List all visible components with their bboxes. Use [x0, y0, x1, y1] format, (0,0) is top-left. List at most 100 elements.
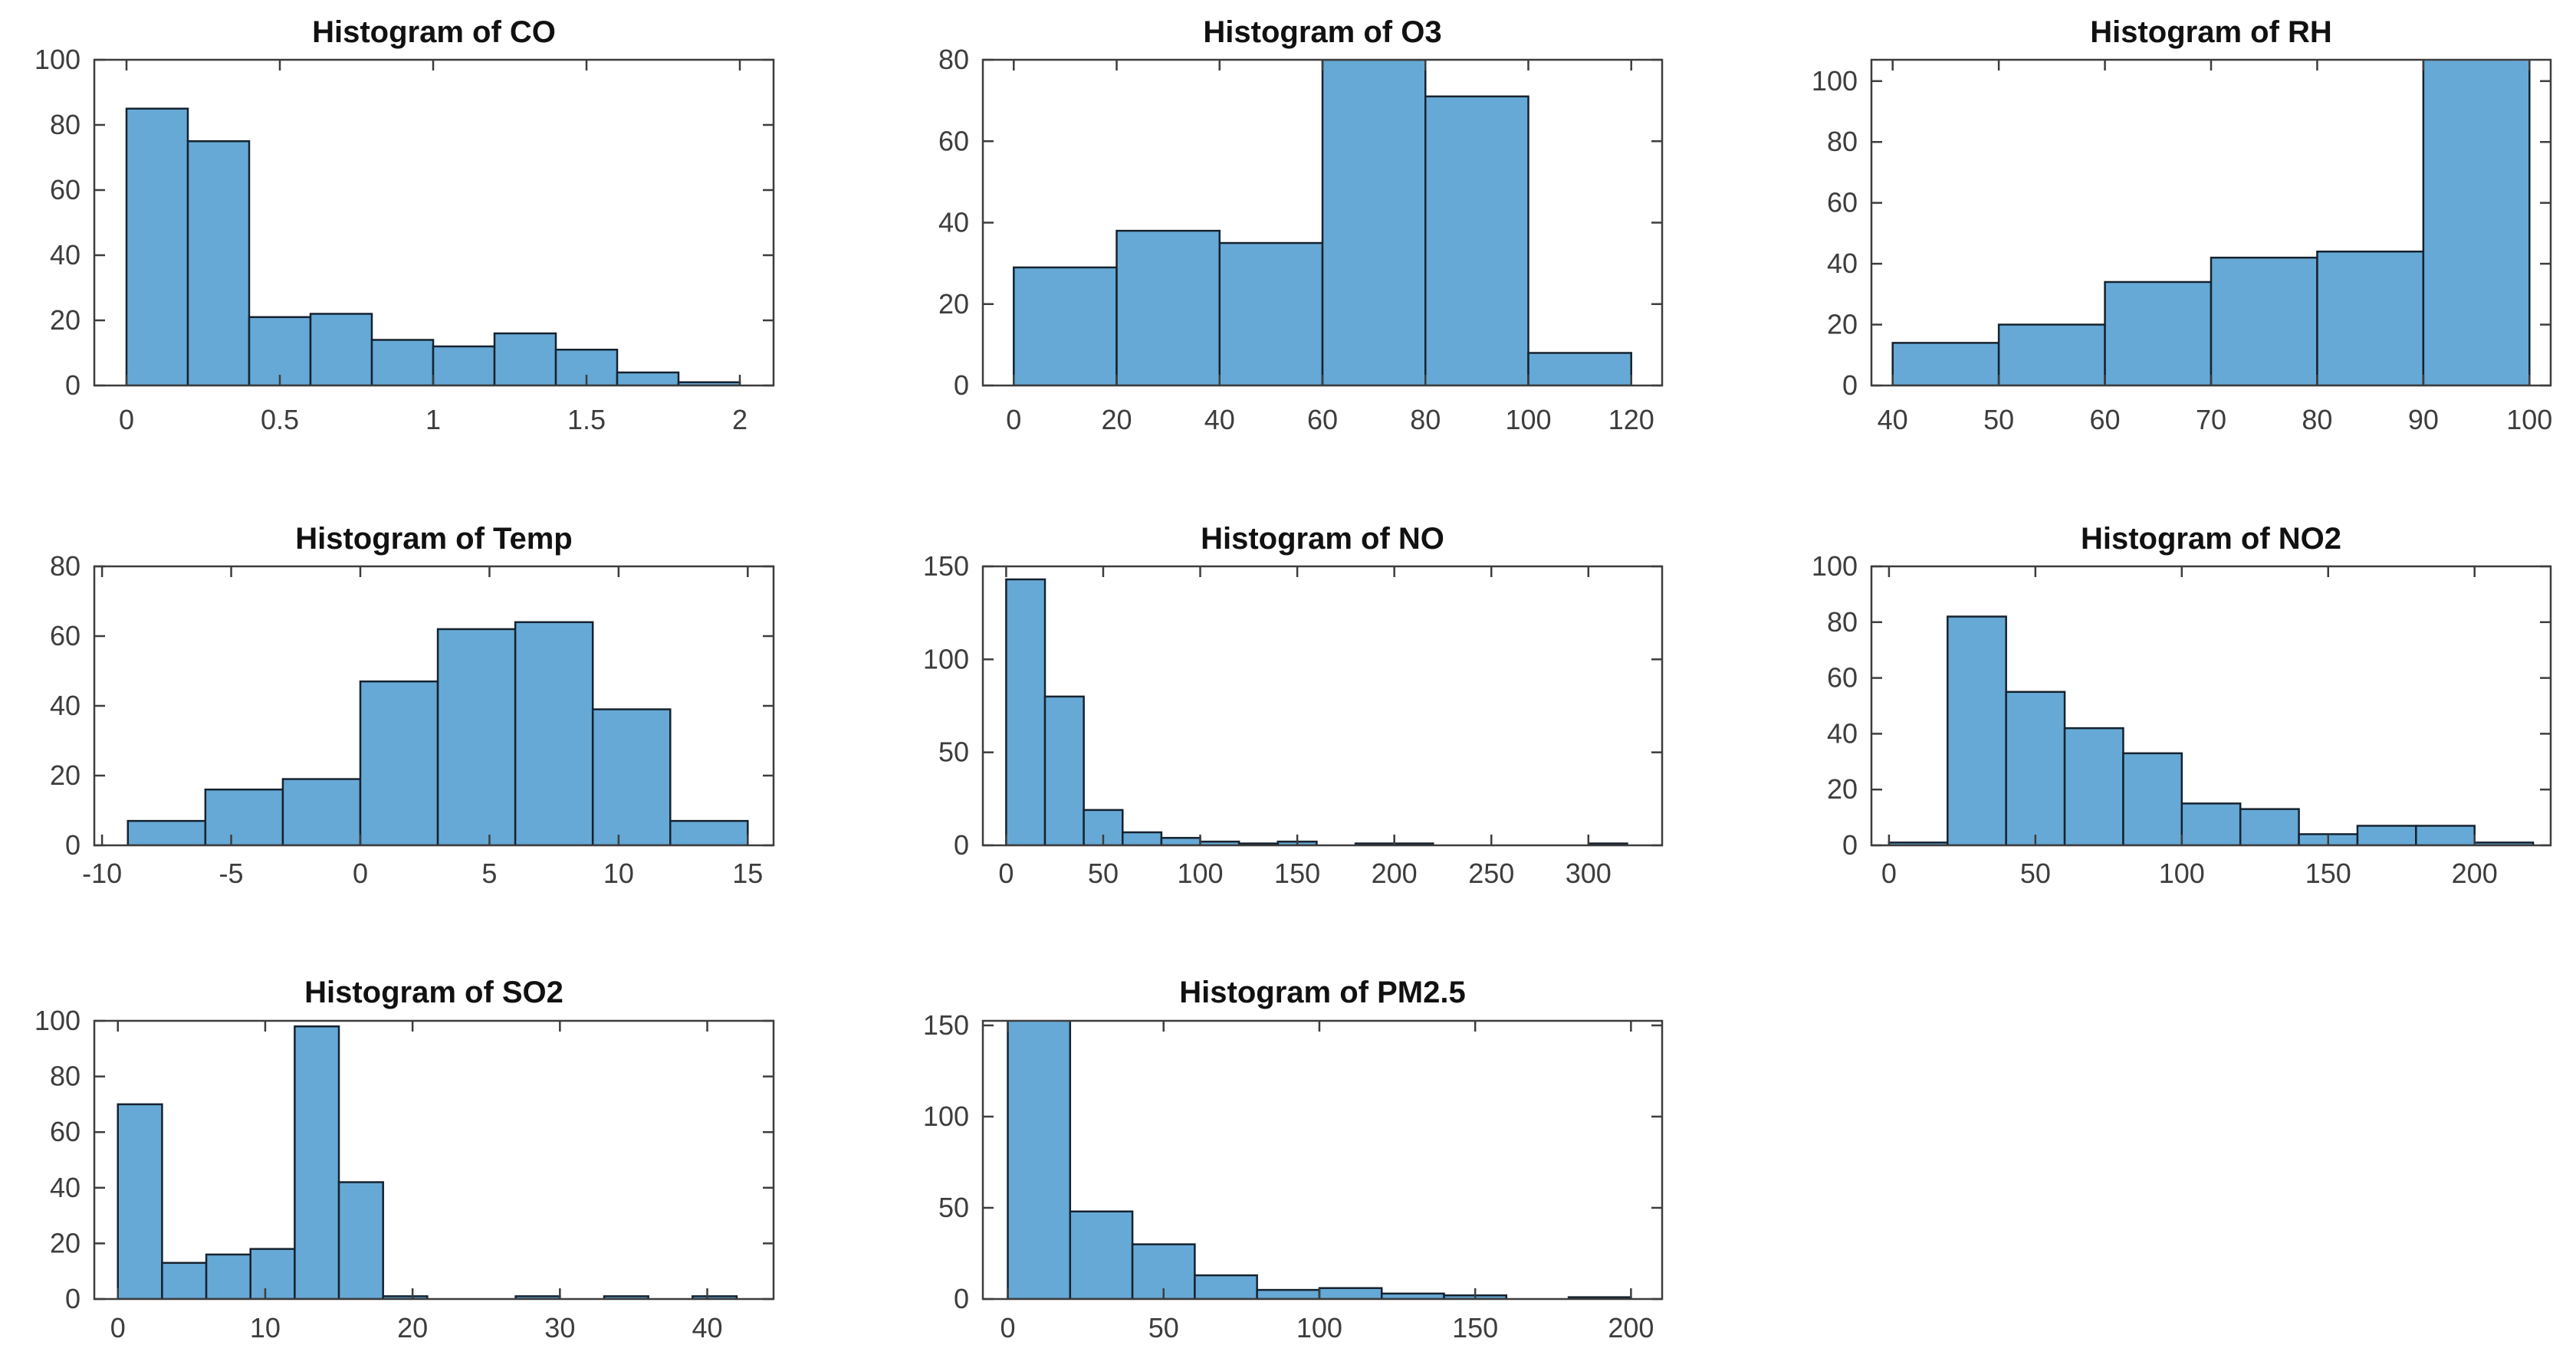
bars-group: [1007, 1021, 1632, 1299]
y-tick-label: 100: [1812, 65, 1858, 97]
histogram-bar: [1318, 1287, 1383, 1299]
x-tick-label: 50: [2020, 858, 2051, 889]
x-tick-label: 10: [603, 858, 634, 889]
plot-box: [981, 565, 1664, 847]
x-tick-label: 200: [1608, 1312, 1654, 1343]
y-tick-label: 20: [1827, 309, 1858, 340]
x-tick-label: 80: [2302, 404, 2332, 435]
y-tick-label: 50: [938, 1192, 969, 1223]
y-tick-label: 80: [1827, 606, 1858, 638]
x-tick-label: 0: [353, 858, 368, 889]
x-tick-label: 250: [1468, 858, 1514, 889]
histogram-bar: [2415, 825, 2476, 845]
y-tick-label: 40: [1827, 717, 1858, 749]
x-tick-label: 100: [2506, 404, 2552, 435]
histogram-bar: [436, 628, 517, 845]
histogram-bar: [161, 1261, 208, 1299]
y-tick-label: 0: [65, 829, 80, 861]
x-tick-label: 0: [119, 404, 134, 435]
plot-box: [1870, 565, 2552, 847]
histogram-bar: [186, 140, 251, 385]
histogram-bar: [432, 345, 496, 385]
histogram-bar: [1007, 1021, 1072, 1299]
x-tick-label: 90: [2408, 404, 2439, 435]
histogram-bar: [1947, 615, 2007, 845]
histogram-bar: [1194, 1274, 1258, 1299]
subplot-O3: Histogram of O3 0 20 40 60 80 100 120 0 20 40 60 80: [938, 15, 1664, 435]
x-tick-label: 150: [2305, 858, 2351, 889]
histogram-bar: [1116, 229, 1221, 385]
y-tick-label: 80: [938, 44, 969, 75]
y-tick-label: 50: [938, 736, 969, 768]
x-tick-label: 60: [2090, 404, 2121, 435]
x-tick-label: 10: [250, 1312, 281, 1343]
histogram-bar: [2122, 752, 2183, 845]
histogram-bar: [125, 107, 189, 385]
x-tick-label: 1.5: [567, 404, 606, 435]
histogram-bar: [1527, 352, 1632, 385]
x-tick-label: 50: [1983, 404, 2014, 435]
histogram-bar: [1005, 578, 1046, 845]
histogram-bar: [1069, 1210, 1134, 1299]
bars-group: [125, 107, 741, 385]
x-tick-label: 100: [1296, 1312, 1342, 1343]
y-tick-label: 100: [34, 44, 80, 75]
x-tick-label: 1: [426, 404, 441, 435]
x-tick-label: 200: [2452, 858, 2498, 889]
y-tick-label: 60: [50, 1116, 80, 1147]
y-tick-label: 100: [923, 643, 969, 674]
y-tick-label: 0: [954, 369, 969, 401]
chart-title: Histogram of SO2: [304, 976, 564, 1009]
histogram-bar: [616, 371, 680, 385]
y-tick-label: 20: [50, 1227, 80, 1258]
histogram-bar: [1043, 695, 1085, 845]
bars-group: [117, 1025, 738, 1299]
plot-box: [93, 1019, 775, 1301]
histogram-bar: [2063, 727, 2124, 845]
chart-title: Histogram of NO2: [2081, 522, 2341, 556]
histogram-bar: [2316, 250, 2425, 385]
histogram-bar: [205, 1253, 251, 1299]
x-tick-label: 15: [732, 858, 763, 889]
x-tick-label: 100: [1505, 404, 1551, 435]
histogram-bar: [248, 316, 312, 385]
x-tick-label: 60: [1307, 404, 1338, 435]
x-tick-label: 0: [110, 1312, 126, 1343]
histogram-bar: [1997, 323, 2106, 385]
x-tick-label: 50: [1088, 858, 1119, 889]
x-tick-label: 20: [1101, 404, 1132, 435]
y-tick-label: 80: [50, 109, 80, 140]
y-tick-label: 20: [938, 288, 969, 320]
histogram-bar: [249, 1248, 296, 1299]
y-tick-label: 100: [1812, 550, 1858, 582]
x-tick-label: -10: [82, 858, 122, 889]
histogram-bar: [1321, 60, 1427, 385]
histogram-bar: [281, 778, 362, 845]
x-tick-label: 0: [1881, 858, 1897, 889]
plot-box: [981, 1019, 1664, 1301]
x-tick-label: 5: [481, 858, 497, 889]
histogram-bar: [127, 819, 207, 845]
histogram-bar: [370, 339, 435, 385]
y-tick-label: 40: [938, 207, 969, 238]
subplot-NO2: Histogram of NO2 0 50 100 150 200 0 20 40 60 80 100: [1812, 522, 2552, 889]
x-tick-label: 40: [1204, 404, 1235, 435]
y-tick-label: 40: [50, 239, 80, 271]
histogram-bar: [1160, 837, 1201, 845]
y-tick-label: 100: [34, 1005, 80, 1036]
histogram-bar: [493, 332, 557, 385]
histogram-bar: [117, 1103, 163, 1299]
bars-group: [1013, 60, 1632, 385]
histogram-bar: [1122, 831, 1163, 845]
histogram-bar: [2005, 691, 2066, 845]
y-tick-label: 20: [1827, 773, 1858, 805]
histogram-bar: [2210, 256, 2318, 385]
x-tick-label: 150: [1452, 1312, 1498, 1343]
bars-group: [1891, 60, 2531, 385]
y-tick-label: 0: [1842, 369, 1858, 401]
y-tick-label: 0: [65, 369, 80, 401]
y-tick-label: 60: [50, 174, 80, 205]
bars-group: [1888, 615, 2535, 845]
histogram-bar: [2180, 802, 2242, 845]
